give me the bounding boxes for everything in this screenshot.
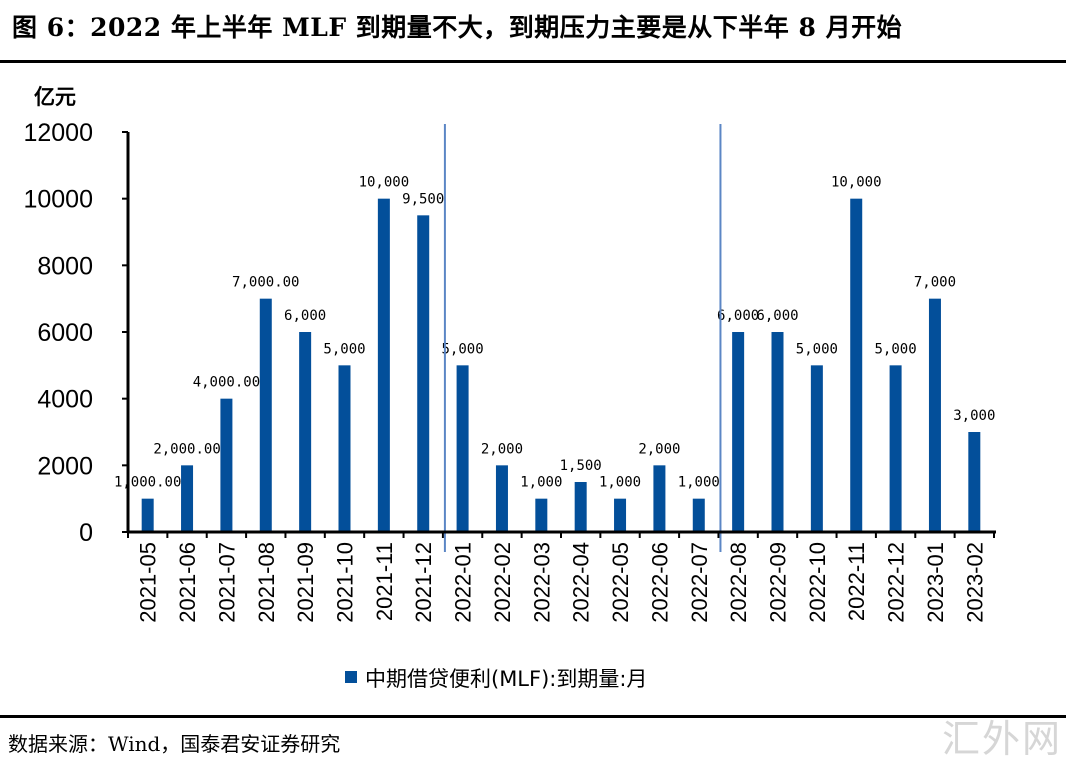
figure-title: 图 6：2022 年上半年 MLF 到期量不大，到期压力主要是从下半年 8 月开… [12, 13, 903, 42]
bar [495, 465, 508, 532]
data-label: 3,000 [953, 408, 995, 424]
x-tick-label: 2022-11 [844, 542, 869, 621]
bar [299, 332, 312, 532]
data-label: 5,000 [323, 341, 365, 357]
data-label: 9,500 [402, 191, 444, 207]
data-label: 7,000.00 [232, 275, 299, 291]
y-tick-label: 6000 [37, 319, 93, 347]
data-label: 2,000.00 [153, 441, 220, 457]
bar [653, 465, 666, 532]
y-tick-label: 4000 [37, 386, 93, 414]
x-tick-label: 2022-12 [884, 542, 909, 623]
y-tick-label: 0 [79, 519, 93, 547]
bar [574, 482, 587, 532]
x-tick-label: 2021-09 [293, 542, 318, 623]
data-label: 1,000.00 [114, 475, 181, 491]
watermark: 汇外网 [941, 717, 1062, 761]
x-tick-label: 2022-02 [490, 542, 515, 623]
x-tick-label: 2021-08 [254, 542, 279, 623]
x-tick-label: 2021-07 [214, 542, 239, 623]
data-label: 1,000 [520, 475, 562, 491]
data-label: 7,000 [914, 275, 956, 291]
bar [259, 298, 272, 532]
y-tick-label: 2000 [37, 452, 93, 480]
data-labels: 1,000.00 2,000.00 4,000.00 7,000.00 6,000 5,0… [114, 175, 995, 491]
bar [732, 332, 745, 532]
y-axis-ticks: 0 2000 4000 6000 8000 10000 12000 [23, 119, 128, 547]
data-label: 1,000 [599, 475, 641, 491]
data-label: 2,000 [481, 441, 523, 457]
bar [928, 298, 941, 532]
x-tick-label: 2022-06 [647, 542, 672, 623]
y-axis-unit-label: 亿元 [34, 85, 76, 109]
bar [889, 365, 902, 532]
bars [141, 198, 981, 533]
bar [377, 198, 390, 532]
data-label: 5,000 [875, 341, 917, 357]
legend: 中期借贷便利(MLF):到期量:月 [345, 667, 647, 691]
data-label: 6,000 [756, 308, 798, 324]
bar [968, 432, 981, 532]
data-label: 6,000 [717, 308, 759, 324]
bar [456, 365, 469, 532]
data-label: 6,000 [284, 308, 326, 324]
x-tick-label: 2022-03 [529, 542, 554, 623]
x-tick-label: 2021-10 [333, 542, 358, 623]
bottom-rule [0, 715, 1066, 718]
x-tick-label: 2023-02 [962, 542, 987, 623]
x-tick-label: 2021-05 [136, 542, 161, 623]
top-rule [0, 60, 1066, 63]
bar [141, 498, 154, 532]
x-tick-label: 2022-08 [726, 542, 751, 623]
x-tick-label: 2022-05 [608, 542, 633, 623]
x-tick-label: 2022-09 [766, 542, 791, 623]
y-tick-label: 10000 [23, 186, 93, 214]
bar [220, 398, 233, 532]
axes [126, 132, 996, 534]
bar [771, 332, 784, 532]
x-tick-label: 2022-01 [451, 542, 476, 623]
data-label: 5,000 [442, 341, 484, 357]
bar [535, 498, 548, 532]
legend-label: 中期借贷便利(MLF):到期量:月 [365, 667, 647, 691]
x-tick-label: 2023-01 [923, 542, 948, 623]
source-note: 数据来源：Wind，国泰君安证券研究 [8, 732, 341, 756]
bar [417, 215, 430, 533]
bar [181, 465, 194, 532]
legend-swatch [345, 671, 357, 683]
x-tick-label: 2021-12 [411, 542, 436, 623]
bar [850, 198, 863, 532]
y-tick-label: 12000 [23, 119, 93, 147]
data-label: 1,000 [678, 475, 720, 491]
bar [692, 498, 705, 532]
data-label: 10,000 [831, 175, 882, 191]
bar [338, 365, 351, 532]
bar [810, 365, 823, 532]
x-tick-label: 2022-07 [687, 542, 712, 623]
period-dividers [443, 124, 722, 552]
y-tick-label: 8000 [37, 252, 93, 280]
x-tick-label: 2022-04 [569, 542, 594, 623]
x-tick-label: 2021-11 [372, 542, 397, 621]
data-label: 5,000 [796, 341, 838, 357]
data-label: 2,000 [638, 441, 680, 457]
bar-chart: 亿元 0 2000 4000 6000 8000 10000 12000 1,000.00 2… [23, 85, 996, 691]
x-tick-label: 2022-10 [805, 542, 830, 623]
x-tick-label: 2021-06 [175, 542, 200, 623]
data-label: 4,000.00 [193, 375, 260, 391]
data-label: 10,000 [359, 175, 410, 191]
bar [614, 498, 627, 532]
data-label: 1,500 [560, 458, 602, 474]
x-axis-ticks: 2021-05 2021-06 2021-07 2021-08 2021-09 2021-… [127, 532, 995, 623]
